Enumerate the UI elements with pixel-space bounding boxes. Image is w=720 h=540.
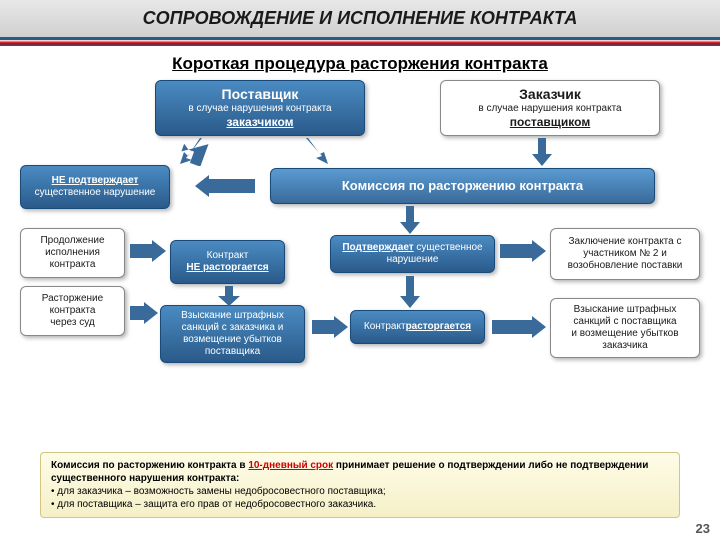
pc-l4: поставщика [205,346,260,358]
ps-l1: Взыскание штрафных [574,304,677,316]
node-not-terminated: Контракт НЕ расторгается [170,240,285,284]
vc-l1: Расторжение [42,293,103,305]
vc-l2: контракта [50,305,96,317]
footer-lead: Комиссия по расторжению контракта в [51,460,248,471]
node-customer: Заказчик в случае нарушения контракта по… [440,80,660,136]
t-l2: расторгается [406,321,472,333]
node-via-court: Расторжение контракта через суд [20,286,125,336]
supplier-title: Поставщик [222,86,299,103]
node-terminated: Контракт расторгается [350,310,485,344]
customer-sub2: поставщиком [510,115,590,129]
footer-b2: • для поставщика – защита его прав от не… [51,499,376,510]
pc-l3: возмещение убытков [183,334,282,346]
footer-b1: • для заказчика – возможность замены нед… [51,486,386,497]
nc-l1a: НЕ подтверждает [52,175,139,186]
pc-l2: санкций с заказчика и [182,322,284,334]
ps-l3: и возмещение убытков [571,328,678,340]
arrow-6 [130,302,158,324]
arrow-4 [195,175,255,197]
slide-header: СОПРОВОЖДЕНИЕ И ИСПОЛНЕНИЕ КОНТРАКТА [0,0,720,40]
color-stripe [0,40,720,46]
vc-l3: через суд [50,317,95,329]
arrow-3 [530,138,554,166]
arrow-12 [218,286,240,306]
nc-l2: существенное нарушение [35,187,156,199]
node-commission: Комиссия по расторжению контракта [270,168,655,204]
footer-note: Комиссия по расторжению контракта в 10-д… [40,452,680,518]
page-number: 23 [696,521,710,536]
arrow-11 [398,276,422,308]
arrow-7 [398,206,422,234]
arrow-2 [300,138,330,166]
nt-l1: Контракт [207,250,249,262]
node-continue: Продолжение исполнения контракта [20,228,125,278]
node-not-confirm: НЕ подтверждает существенное нарушение [20,165,170,209]
node-confirms: Подтверждает существенное нарушение [330,235,495,273]
arrow-9 [312,316,348,338]
t-l1: Контракт [364,321,406,333]
customer-sub1: в случае нарушения контракта [478,103,621,115]
node-penalties-cust: Взыскание штрафных санкций с заказчика и… [160,305,305,363]
cf-l3: нарушение [387,254,439,266]
customer-title: Заказчик [519,86,581,103]
footer-hl: 10-дневный срок [248,460,333,471]
supplier-sub2: заказчиком [226,115,293,129]
slide-title: СОПРОВОЖДЕНИЕ И ИСПОЛНЕНИЕ КОНТРАКТА [0,8,720,29]
node-supplier: Поставщик в случае нарушения контракта з… [155,80,365,136]
supplier-sub1: в случае нарушения контракта [188,103,331,115]
arrow-5 [130,240,166,262]
ncn-l2: участником № 2 и [583,248,667,260]
cf-l2: существенное [414,242,483,253]
ncn-l1: Заключение контракта с [569,236,682,248]
subtitle: Короткая процедура расторжения контракта [0,54,720,74]
nt-l2a: НЕ расторгается [186,262,268,273]
arrow-10 [492,316,546,338]
cont-l2: исполнения [45,247,100,259]
cont-l3: контракта [50,259,96,271]
diagram-canvas: Поставщик в случае нарушения контракта з… [0,80,720,500]
pc-l1: Взыскание штрафных [181,310,284,322]
arrow-1 [180,138,210,166]
ncn-l3: возобновление поставки [568,260,683,272]
cf-l1: Подтверждает [342,242,413,253]
ps-l4: заказчика [602,340,647,352]
node-new-contract: Заключение контракта с участником № 2 и … [550,228,700,280]
cont-l1: Продолжение [40,235,104,247]
arrow-8 [500,240,546,262]
node-penalties-supp: Взыскание штрафных санкций с поставщика … [550,298,700,358]
commission-text: Комиссия по расторжению контракта [342,178,583,194]
ps-l2: санкций с поставщика [573,316,676,328]
